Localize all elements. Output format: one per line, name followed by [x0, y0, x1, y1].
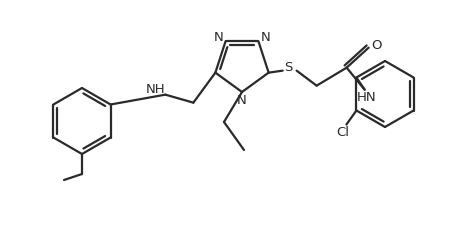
Text: HN: HN — [357, 91, 376, 104]
Text: O: O — [371, 39, 382, 52]
Text: N: N — [261, 31, 270, 44]
Text: N: N — [237, 93, 247, 107]
Text: NH: NH — [146, 83, 165, 96]
Text: S: S — [284, 61, 293, 74]
Text: Cl: Cl — [336, 126, 349, 139]
Text: N: N — [214, 31, 223, 44]
